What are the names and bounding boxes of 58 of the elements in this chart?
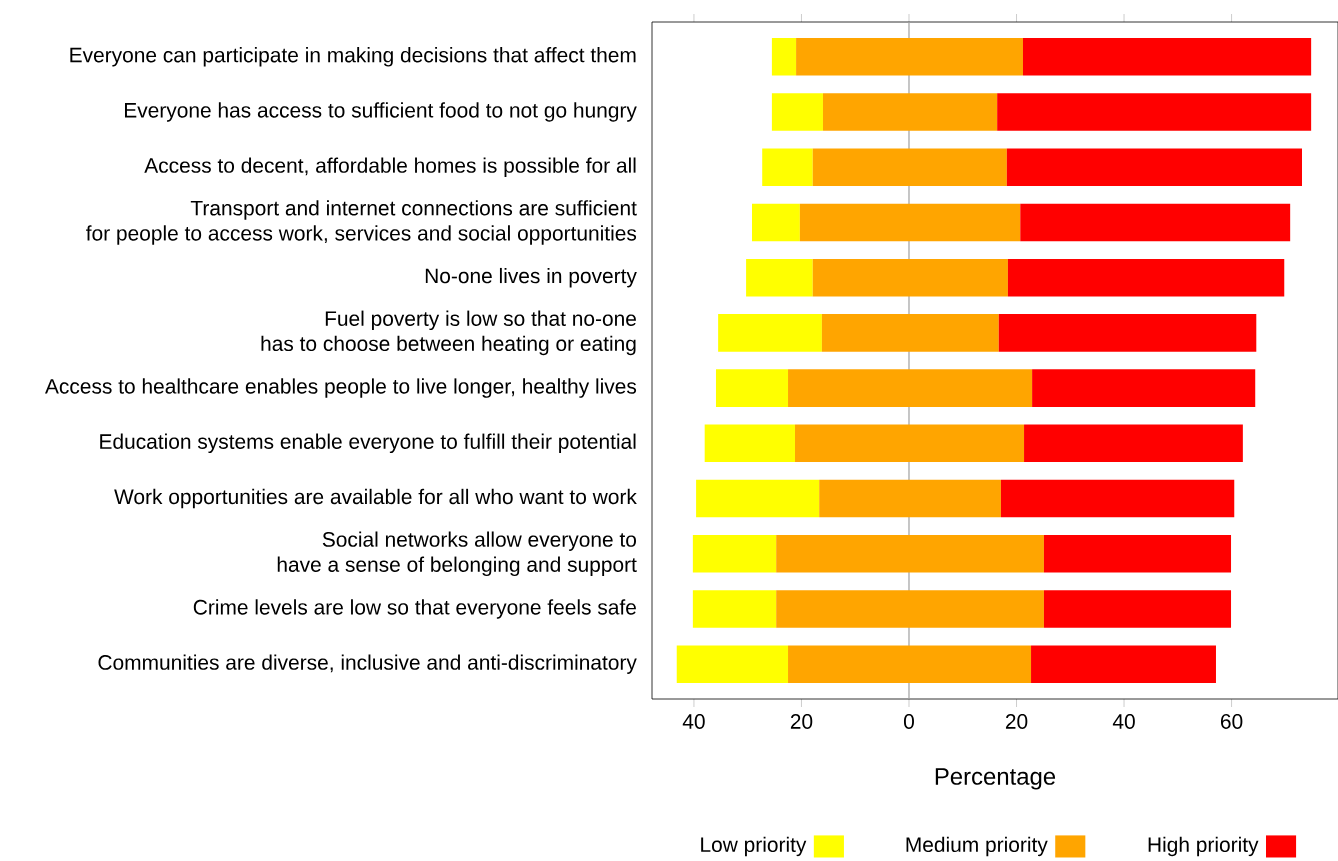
x-axis-title: Percentage: [935, 768, 1056, 790]
bar: [752, 203, 800, 242]
y-tick-label: Fuel poverty is low so that no-one has to choose between heating or eating: [261, 310, 636, 356]
bar: [1020, 203, 1291, 242]
y-tick-label: Education systems enable everyone to fulfill their potential: [100, 433, 636, 454]
y-tick-label: Access to healthcare enables people to live longer, healthy lives: [45, 378, 637, 398]
bar: [795, 424, 1025, 463]
bar: [799, 203, 1021, 242]
bar: [746, 258, 813, 297]
bar: [696, 479, 820, 518]
bar: [1022, 38, 1312, 76]
bar: [676, 645, 789, 683]
bar: [762, 148, 813, 187]
x-tick-label: 0: [903, 714, 914, 729]
bar: [822, 93, 998, 131]
y-tick-label: Social networks allow everyone to have a sense of belonging and support: [277, 531, 637, 577]
bar: [718, 314, 822, 352]
x-tick-label: 20: [790, 714, 813, 729]
bar: [1007, 258, 1285, 297]
bar: [819, 479, 1001, 518]
y-tick-label: Work opportunities are available for all who want to work: [114, 488, 637, 509]
y-tick-label: Access to decent, affordable homes is possible for all: [144, 157, 636, 177]
bar: [1031, 645, 1216, 683]
y-tick-label: Crime levels are low so that everyone feels safe: [193, 599, 636, 619]
bar: [788, 369, 1033, 407]
y-tick-label: Everyone can participate in making decisions that affect them: [70, 47, 636, 67]
bar: [998, 314, 1257, 352]
bar: [692, 535, 777, 573]
bar: [812, 148, 1007, 187]
bar: [776, 535, 1044, 573]
legend-label: High priority: [1148, 836, 1259, 857]
y-tick-label: Everyone has access to sufficient food to not go hungry: [125, 102, 637, 122]
bar: [715, 369, 789, 407]
legend-label: Low priority: [701, 836, 807, 857]
bar: [1043, 590, 1232, 628]
bar: [1024, 424, 1243, 463]
x-tick-label: 40: [1112, 714, 1135, 729]
legend-label: Medium priority: [906, 836, 1048, 857]
bar: [821, 314, 999, 352]
bar: [776, 590, 1044, 628]
x-tick-label: 20: [1005, 714, 1028, 729]
y-tick-label: No-one lives in poverty: [425, 267, 637, 288]
bar: [692, 590, 777, 628]
bar: [1032, 369, 1256, 407]
bar: [997, 93, 1312, 131]
bar: [788, 645, 1032, 683]
y-tick-label: Transport and internet connections are sufficient for people to access work, services and social opportunities: [86, 200, 637, 245]
bar: [796, 38, 1023, 76]
bar: [1043, 535, 1232, 573]
x-tick-label: 60: [1220, 714, 1243, 729]
bar: [704, 424, 796, 463]
bar: [1006, 148, 1302, 187]
bar: [812, 258, 1008, 297]
bar: [771, 93, 823, 131]
bar: [771, 38, 797, 76]
x-tick-label: 40: [682, 714, 705, 729]
y-tick-label: Communities are diverse, inclusive and anti-discriminatory: [98, 654, 637, 674]
bar: [1000, 479, 1235, 518]
